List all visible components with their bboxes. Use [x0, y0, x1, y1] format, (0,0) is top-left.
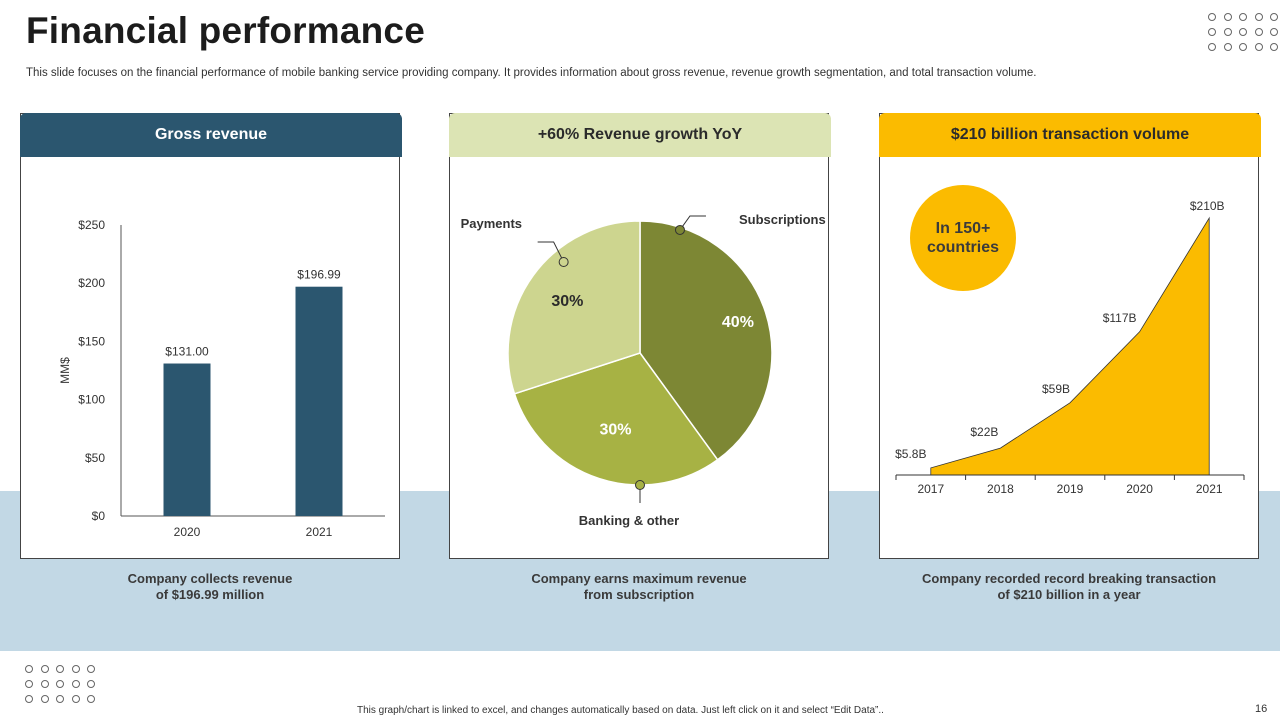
pie-value-label: 30% [600, 421, 632, 438]
decorative-dot [1270, 43, 1278, 51]
decorative-dot [56, 680, 64, 688]
decorative-dot [1239, 13, 1247, 21]
countries-badge-line2: countries [926, 239, 999, 256]
transaction-volume-heading: $210 billion transaction volume [950, 126, 1190, 143]
callout-marker [674, 224, 685, 235]
decorative-dot [40, 695, 49, 703]
transaction-volume-panel: $210 billion transaction volume 2017 $5.8… [879, 113, 1261, 559]
x-tick-label: 2021 [1196, 482, 1223, 496]
pie-slice-banking-other [513, 352, 719, 486]
decorative-dot [1208, 43, 1216, 51]
decorative-dot-grid-top [1208, 13, 1278, 51]
decorative-dot [1208, 13, 1216, 21]
decorative-dot [1254, 28, 1263, 36]
transaction-volume-caption-line2: of $210 billion in a year [997, 587, 1141, 602]
y-tick-label: $100 [78, 393, 105, 407]
decorative-dot [25, 695, 33, 703]
area-data-label: $22B [970, 425, 998, 439]
decorative-dot [1270, 28, 1278, 36]
revenue-growth-panel: +60% Revenue growth YoY 40% 30% 30% Subscri… [449, 113, 831, 559]
callout-line [679, 215, 706, 231]
area-data-label: $210B [1190, 199, 1225, 213]
y-axis-label: MM$ [58, 357, 72, 384]
decorative-dot [71, 695, 80, 703]
y-tick-label: $250 [78, 218, 105, 232]
revenue-growth-heading: +60% Revenue growth YoY [537, 126, 743, 143]
gross-revenue-caption: Company collects revenue of $196.99 mill… [20, 571, 400, 603]
transaction-volume-caption: Company recorded record breaking transac… [879, 571, 1259, 603]
pie-category-label: Banking & other [579, 513, 679, 528]
bar-2021 [295, 286, 343, 516]
gross-revenue-header: Gross revenue [20, 113, 402, 157]
transaction-volume-header: $210 billion transaction volume [879, 113, 1261, 157]
decorative-dot [1239, 43, 1247, 51]
decorative-dot [56, 665, 64, 673]
decorative-dot [40, 665, 49, 673]
x-tick-label: 2018 [987, 482, 1014, 496]
decorative-dot [1239, 28, 1247, 36]
bar-2020 [163, 363, 211, 516]
revenue-growth-caption-line2: from subscription [583, 587, 695, 602]
area-series [930, 216, 1210, 476]
decorative-dot [25, 665, 33, 673]
decorative-dot [1270, 13, 1278, 21]
gross-revenue-panel: Gross revenue $0 $50 $100 $150 $200 $250 MM$ $1… [20, 113, 402, 559]
y-tick-label: $0 [92, 509, 106, 523]
decorative-dot [71, 665, 80, 673]
decorative-dot [1223, 43, 1232, 51]
callout-line [537, 241, 565, 263]
transaction-volume-caption-line1: Company recorded record breaking transac… [921, 571, 1217, 586]
y-tick-label: $200 [78, 276, 105, 290]
pie-category-label: Subscriptions [739, 212, 826, 227]
decorative-dot [1254, 13, 1263, 21]
area-data-label: $5.8B [895, 447, 926, 461]
decorative-dot [71, 680, 80, 688]
decorative-dot [1223, 13, 1232, 21]
pie-slice-payments [507, 220, 641, 395]
decorative-dot [1223, 28, 1232, 36]
footer-note: This graph/chart is linked to excel, and… [357, 705, 884, 716]
x-tick-label: 2020 [174, 525, 201, 539]
decorative-dot [87, 665, 95, 673]
decorative-dot [1208, 28, 1216, 36]
y-tick-label: $150 [78, 334, 105, 348]
countries-badge: In 150+ countries [910, 185, 1016, 291]
page-subtitle: This slide focuses on the financial perf… [26, 67, 1037, 79]
area-data-label: $59B [1042, 382, 1070, 396]
decorative-dot [87, 695, 95, 703]
countries-badge-line1: In 150+ [935, 220, 991, 237]
decorative-dot [40, 680, 49, 688]
decorative-dot [25, 680, 33, 688]
pie-category-label: Payments [461, 216, 522, 231]
revenue-growth-caption: Company earns maximum revenue from subsc… [449, 571, 829, 603]
page-number: 16 [1255, 703, 1268, 715]
bar-data-label: $196.99 [297, 268, 341, 282]
revenue-growth-header: +60% Revenue growth YoY [449, 113, 831, 157]
page-title: Financial performance [26, 10, 425, 51]
gross-revenue-caption-line2: of $196.99 million [155, 587, 265, 602]
transaction-volume-area-chart[interactable]: 2017 $5.8B 2018 $22B 2019 $59B 2020 $117B 2021 $2… [880, 158, 1258, 558]
gross-revenue-bar-chart[interactable]: $0 $50 $100 $150 $200 $250 MM$ $131.00 2020 $196.… [21, 158, 399, 558]
callout-marker [558, 256, 569, 267]
pie-value-label: 30% [551, 293, 583, 310]
decorative-dot [56, 695, 64, 703]
revenue-growth-caption-line1: Company earns maximum revenue [531, 571, 747, 586]
x-tick-label: 2017 [917, 482, 944, 496]
x-tick-label: 2020 [1126, 482, 1153, 496]
gross-revenue-heading: Gross revenue [154, 126, 268, 143]
callout-marker [635, 480, 645, 490]
pie-value-label: 40% [722, 314, 754, 331]
y-tick-label: $50 [85, 451, 105, 465]
decorative-dot-grid-bottom [25, 665, 95, 703]
x-tick-label: 2021 [306, 525, 333, 539]
x-tick-label: 2019 [1057, 482, 1084, 496]
decorative-dot [87, 680, 95, 688]
gross-revenue-caption-line1: Company collects revenue [127, 571, 293, 586]
decorative-dot [1254, 43, 1263, 51]
bar-data-label: $131.00 [165, 345, 209, 359]
area-data-label: $117B [1103, 311, 1137, 325]
revenue-growth-pie-chart[interactable]: 40% 30% 30% Subscriptions Banking & other Pay… [450, 158, 828, 558]
